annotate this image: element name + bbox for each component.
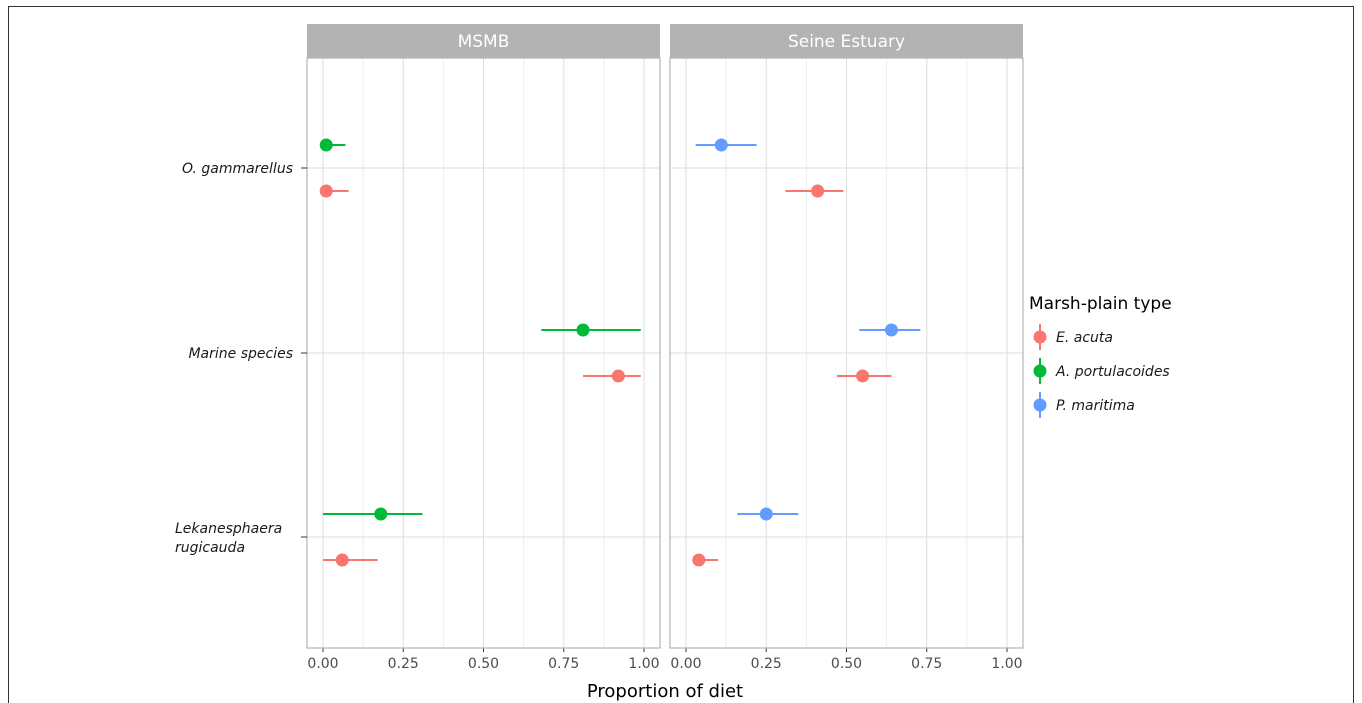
x-tick-label: 1.00 [991,656,1022,672]
y-category-label: Marine species [188,346,293,362]
point-seine-estuary-p-maritima-marine-species [884,323,898,337]
facet-title-msmb: MSMB [458,32,510,52]
x-tick-label: 0.25 [388,656,419,672]
x-tick-label: 0.50 [831,656,862,672]
point-msmb-e-acuta-marine-species [611,369,625,383]
x-tick-label: 0.25 [751,656,782,672]
point-msmb-e-acuta-o-gammarellus [319,184,333,198]
facet-strip-seine-estuary [670,24,1023,58]
panel-border-seine-estuary [669,57,1024,649]
x-tick-label: 0.50 [468,656,499,672]
legend-label-a-portulacoides: A. portulacoides [1055,364,1170,380]
point-seine-estuary-e-acuta-marine-species [856,369,870,383]
figure-frame [8,6,1354,703]
point-seine-estuary-e-acuta-o-gammarellus [811,184,825,198]
x-tick-label: 0.75 [911,656,942,672]
x-tick-label: 0.00 [670,656,701,672]
legend-key-p-maritima [1033,398,1047,412]
legend-label-e-acuta: E. acuta [1056,330,1113,346]
legend-label-p-maritima: P. maritima [1056,398,1135,414]
x-tick-label: 1.00 [628,656,659,672]
point-seine-estuary-p-maritima-o-gammarellus [714,138,728,152]
legend-key-a-portulacoides [1033,364,1047,378]
point-msmb-a-portulacoides-lekanesphaera-rugicauda [374,507,388,521]
legend-key-e-acuta [1033,330,1047,344]
x-tick-label: 0.75 [548,656,579,672]
point-msmb-e-acuta-lekanesphaera-rugicauda [335,553,349,567]
y-category-label: Lekanesphaera [175,521,282,537]
legend-title: Marsh-plain type [1029,294,1172,314]
facet-strip-msmb [307,24,660,58]
point-seine-estuary-p-maritima-lekanesphaera-rugicauda [759,507,773,521]
point-msmb-a-portulacoides-marine-species [576,323,590,337]
x-axis-title: Proportion of diet [587,681,743,702]
facet-title-seine-estuary: Seine Estuary [788,32,905,52]
y-category-label: O. gammarellus [182,161,293,177]
point-seine-estuary-e-acuta-lekanesphaera-rugicauda [692,553,706,567]
x-tick-label: 0.00 [307,656,338,672]
point-msmb-a-portulacoides-o-gammarellus [319,138,333,152]
y-category-label: rugicauda [175,540,245,556]
